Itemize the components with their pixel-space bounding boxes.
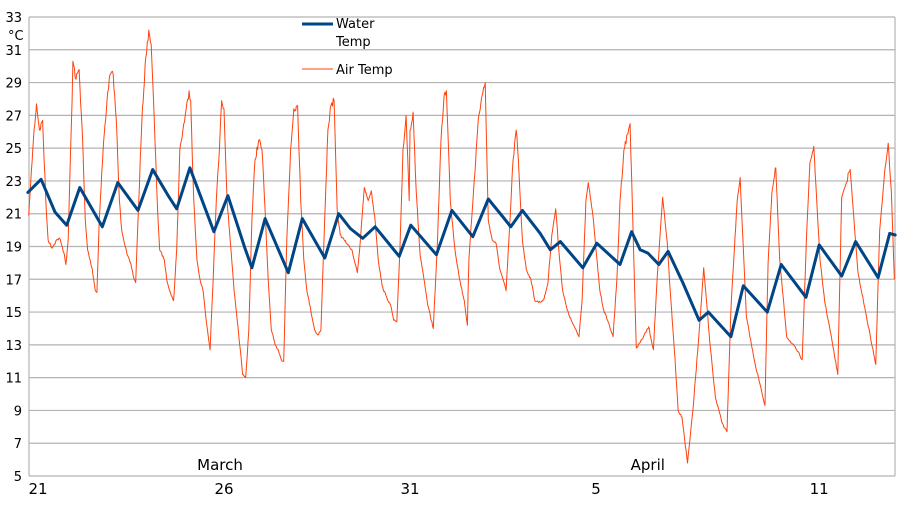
series-lines (26, 29, 897, 464)
y-tick-label: 31 (5, 44, 22, 59)
water-temp-line (26, 166, 897, 339)
y-tick-label: 9 (14, 404, 22, 419)
y-tick-label: 21 (5, 208, 22, 223)
x-tick-label: 5 (591, 480, 601, 498)
gridlines (28, 16, 896, 477)
y-tick-label: 25 (5, 142, 22, 157)
legend: Water Temp Air Temp (302, 17, 393, 78)
legend-water-label-line1: Water (336, 17, 375, 32)
x-tick-label: 31 (400, 480, 419, 498)
y-tick-label: 13 (5, 339, 22, 354)
month-annotations: March April (197, 456, 665, 474)
legend-air-label: Air Temp (336, 63, 393, 78)
x-axis-tick-labels: 21 26 31 5 11 (28, 480, 828, 498)
y-axis-tick-labels: 5 7 9 11 13 15 17 19 21 23 25 27 29 31 33 (5, 11, 22, 485)
x-tick-label: 11 (810, 480, 829, 498)
y-tick-label: 15 (5, 306, 22, 321)
y-tick-label: 19 (5, 241, 22, 256)
y-tick-label: 29 (5, 77, 22, 92)
y-tick-label: 23 (5, 175, 22, 190)
y-tick-label: 33 (5, 11, 22, 26)
y-tick-label: 27 (5, 109, 22, 124)
x-tick-label: 21 (28, 480, 47, 498)
month-label: April (631, 456, 665, 474)
month-label: March (197, 456, 243, 474)
y-tick-label: 17 (5, 273, 22, 288)
y-tick-label: 7 (14, 437, 22, 452)
legend-water-label-line2: Temp (335, 35, 371, 50)
water-temp-series (26, 166, 897, 339)
y-tick-label: 11 (5, 372, 22, 387)
x-tick-label: 26 (214, 480, 233, 498)
y-axis-unit-label: °C (8, 29, 24, 44)
y-tick-label: 5 (14, 470, 22, 485)
